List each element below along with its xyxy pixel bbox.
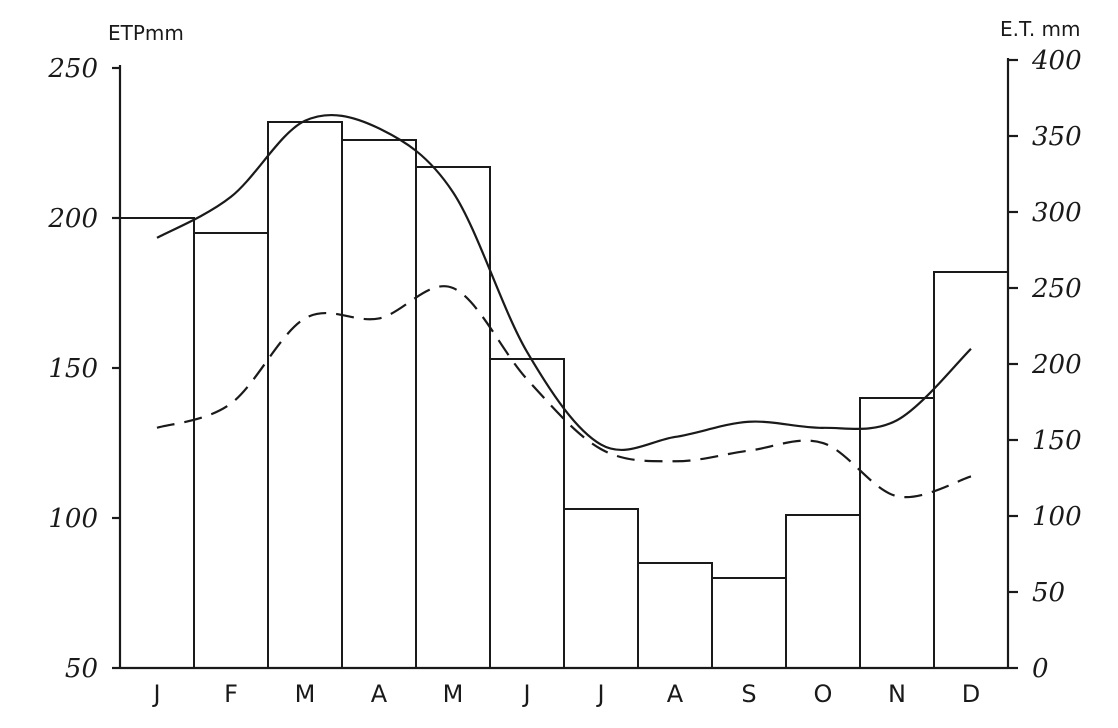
- right-tick-label: 250: [1031, 274, 1082, 304]
- left-axis-label: ETPmm: [108, 21, 184, 45]
- month-label: D: [962, 680, 980, 708]
- month-label: A: [667, 680, 684, 708]
- right-tick-label: 50: [1032, 578, 1065, 608]
- month-label: F: [224, 680, 238, 708]
- right-tick-label: 350: [1032, 122, 1082, 152]
- month-label: J: [521, 680, 530, 708]
- right-tick-label: 0: [1032, 654, 1049, 684]
- month-label: A: [371, 680, 388, 708]
- lines-layer: [156, 113, 972, 499]
- bar-7: [563, 508, 639, 669]
- bars-layer: [119, 121, 1009, 669]
- right-tick-label: 150: [1032, 426, 1082, 456]
- bar-10: [785, 514, 861, 669]
- bar-9: [711, 577, 787, 669]
- right-tick-label: 100: [1032, 502, 1082, 532]
- bar-8: [637, 562, 713, 669]
- right-tick-label: 300: [1032, 198, 1082, 228]
- dashed-line-series: [156, 285, 972, 499]
- bar-3: [267, 121, 343, 669]
- bar-6: [489, 358, 565, 669]
- right-axis-label: E.T. mm: [1000, 17, 1081, 41]
- month-label: N: [888, 680, 906, 708]
- bar-11: [859, 397, 935, 669]
- axes-layer: 250 200 150 100 50 400 350 300 250 200 150 100 50 0 J F…: [47, 46, 1081, 708]
- month-label: M: [295, 680, 316, 708]
- bar-12: [933, 271, 1009, 669]
- left-tick-label: 150: [48, 354, 98, 384]
- solid-line-series: [156, 113, 972, 451]
- right-tick-label: 400: [1031, 46, 1082, 76]
- left-tick-label: 50: [65, 654, 98, 684]
- left-tick-label: 250: [47, 54, 98, 84]
- month-label: J: [151, 680, 160, 708]
- month-label: O: [814, 680, 833, 708]
- month-label: M: [443, 680, 464, 708]
- bar-1: [119, 217, 195, 669]
- bar-4: [341, 139, 417, 669]
- month-label: S: [741, 680, 756, 708]
- bar-2: [193, 232, 269, 669]
- left-tick-label: 100: [48, 504, 98, 534]
- right-tick-label: 200: [1031, 350, 1082, 380]
- month-label: J: [595, 680, 604, 708]
- left-tick-label: 200: [47, 204, 98, 234]
